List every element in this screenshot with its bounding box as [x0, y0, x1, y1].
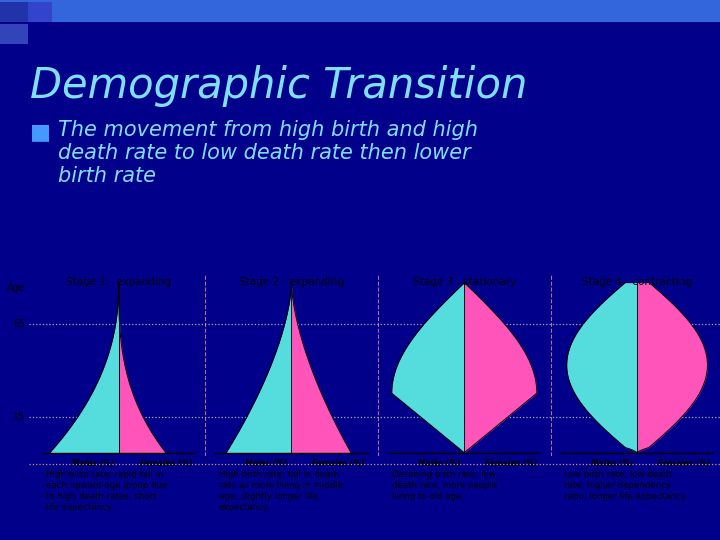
- Text: Males (%): Males (%): [245, 459, 287, 468]
- Text: Low birth rate; low death
rate; higher dependency
ratio; longer life expectancy: Low birth rate; low death rate; higher d…: [564, 469, 686, 501]
- Text: High birth rate; rapid fall in
each upward age group due
to high death rates; sh: High birth rate; rapid fall in each upwa…: [46, 469, 168, 512]
- Text: Males (%): Males (%): [418, 459, 460, 468]
- Text: Stage 1 - expanding: Stage 1 - expanding: [66, 277, 171, 287]
- Text: Age: Age: [6, 283, 25, 293]
- Text: High birth rate; fall in death
rate as more living in middle
age; slightly longe: High birth rate; fall in death rate as m…: [219, 469, 343, 512]
- Text: Females (%): Females (%): [140, 459, 192, 468]
- Bar: [0, 2, 28, 22]
- Text: 65: 65: [13, 319, 25, 329]
- Bar: [28, 2, 52, 22]
- Text: Stage 2 - expanding: Stage 2 - expanding: [239, 277, 344, 287]
- Text: ■: ■: [30, 122, 51, 142]
- Text: The movement from high birth and high
death rate to low death rate then lower
bi: The movement from high birth and high de…: [58, 120, 478, 186]
- Text: Females (%): Females (%): [658, 459, 711, 468]
- Text: Stage 4 - contracting: Stage 4 - contracting: [582, 277, 692, 287]
- Bar: [0, 24, 28, 44]
- Bar: [0, 0, 720, 22]
- Text: Stage 3 - stationary: Stage 3 - stationary: [413, 277, 516, 287]
- Text: Males (%): Males (%): [72, 459, 114, 468]
- Text: Males (%): Males (%): [590, 459, 633, 468]
- Text: Declining birth rate; low
death rate; more people
living to old age.: Declining birth rate; low death rate; mo…: [392, 469, 497, 501]
- Text: Females (%): Females (%): [485, 459, 538, 468]
- Text: 15: 15: [13, 411, 25, 422]
- Text: Demographic Transition: Demographic Transition: [30, 65, 527, 107]
- Text: Females (%): Females (%): [312, 459, 365, 468]
